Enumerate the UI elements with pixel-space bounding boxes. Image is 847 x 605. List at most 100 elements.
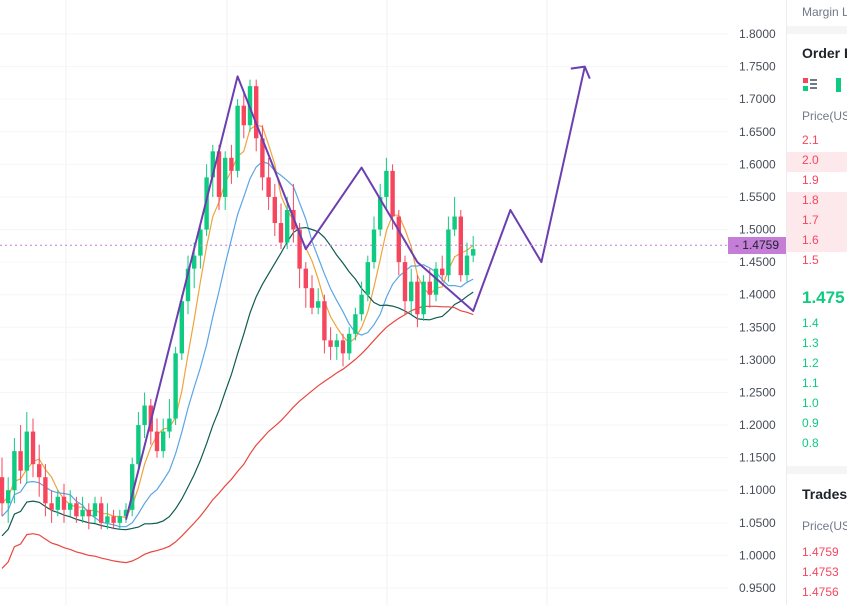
pattern-arrowhead [570, 65, 591, 79]
candle-body [161, 431, 166, 452]
candle [415, 275, 420, 328]
candle-body [272, 196, 277, 224]
candle [111, 509, 116, 530]
candle [55, 490, 60, 517]
candle [185, 255, 191, 315]
candle [328, 327, 333, 360]
y-tick-label: 1.6000 [739, 157, 776, 171]
bid-price[interactable]: 1.4 [802, 316, 819, 330]
trade-price: 1.4759 [802, 545, 839, 559]
candle [49, 490, 54, 523]
moving-average-line [1, 305, 474, 569]
candle [260, 125, 265, 191]
candle-body [458, 216, 463, 276]
ask-price[interactable]: 2.0 [802, 153, 819, 167]
candle-body [223, 157, 228, 197]
panel-divider [787, 466, 847, 474]
candle-body [396, 216, 401, 263]
bid-price[interactable]: 1.1 [802, 376, 819, 390]
candle-body [316, 301, 321, 308]
ask-price[interactable]: 1.5 [802, 253, 819, 267]
candle [440, 255, 445, 282]
candle [347, 327, 352, 360]
candle [223, 151, 228, 210]
candle-body [86, 509, 91, 517]
y-tick-label: 1.7500 [739, 60, 776, 74]
bid-price[interactable]: 0.8 [802, 436, 819, 450]
order-book-both-icon[interactable] [803, 78, 817, 92]
candle [161, 418, 166, 458]
candle-body [123, 509, 129, 517]
candle [254, 79, 259, 152]
candle-body [266, 177, 271, 197]
bid-price[interactable]: 1.0 [802, 396, 819, 410]
current-price-tag: - 1.4759 [728, 237, 786, 255]
candle [452, 196, 457, 237]
candle-body [235, 105, 240, 171]
candle [241, 92, 246, 139]
candle [86, 503, 91, 530]
candle-body [154, 431, 160, 452]
y-tick-label: 1.5500 [739, 190, 776, 204]
bid-price[interactable]: 1.2 [802, 356, 819, 370]
price-chart[interactable]: 1.8000 1.7500 1.7000 1.6500 1.6000 1.5500 1.50… [0, 0, 786, 605]
candle [216, 144, 222, 210]
ask-depth-bar [787, 192, 847, 212]
y-tick-label: 1.5000 [739, 223, 776, 237]
candle-body [229, 157, 234, 171]
order-book-price-header: Price(US [802, 109, 847, 123]
margin-label[interactable]: Margin L [802, 5, 847, 19]
candle-body [415, 281, 420, 315]
ask-price[interactable]: 1.8 [802, 193, 819, 207]
candle [322, 294, 327, 354]
candle-body [365, 262, 370, 295]
moving-average-line [1, 226, 474, 537]
candle-body [216, 151, 222, 197]
y-tick-label: 0.9500 [739, 581, 776, 595]
candle-body [464, 255, 470, 276]
y-tick-label: 1.8000 [739, 27, 776, 41]
candlestick-chart[interactable]: 1.8000 1.7500 1.7000 1.6500 1.6000 1.5500 1.50… [0, 0, 786, 605]
y-tick-label: 1.1500 [739, 451, 776, 465]
candle [427, 268, 432, 308]
candle [464, 242, 470, 282]
candle-body [92, 503, 98, 517]
y-tick-label: 1.1000 [739, 483, 776, 497]
ask-price[interactable]: 1.7 [802, 213, 819, 227]
candle [43, 464, 48, 517]
candle-body [409, 281, 414, 302]
candle [12, 438, 17, 504]
ask-price[interactable]: 1.6 [802, 233, 819, 247]
candle-body [440, 268, 445, 276]
candle [266, 157, 271, 210]
candle [117, 509, 122, 530]
candle [61, 483, 67, 523]
candle-body [471, 249, 476, 256]
ask-price[interactable]: 1.9 [802, 173, 819, 187]
candle-body [347, 333, 352, 354]
ask-price[interactable]: 2.1 [802, 133, 819, 147]
order-book-mid-price: 1.475 [802, 288, 845, 307]
candle-body [353, 314, 358, 334]
trade-price: 1.4756 [802, 585, 839, 599]
candle-body [427, 281, 432, 295]
candle-body [111, 516, 116, 523]
moving-average-line [1, 124, 474, 519]
y-tick-label: 1.2000 [739, 418, 776, 432]
candle-body [334, 340, 339, 347]
candle [0, 457, 5, 517]
bid-price[interactable]: 0.9 [802, 416, 819, 430]
candle-body [433, 268, 439, 295]
candle-body [340, 340, 346, 354]
candle [384, 157, 389, 210]
candle-body [61, 496, 67, 510]
candle [446, 216, 451, 282]
candle [316, 288, 321, 315]
bid-price[interactable]: 1.3 [802, 336, 819, 350]
order-book-bids-icon[interactable] [836, 78, 847, 92]
right-panel: Margin L Order B Price(US 2.1 2.0 1.9 1.8 1.… [786, 0, 847, 605]
candle-body [254, 86, 259, 139]
candle-body [68, 503, 73, 510]
pattern-polyline [125, 66, 586, 520]
ask-depth-bar [787, 232, 847, 252]
